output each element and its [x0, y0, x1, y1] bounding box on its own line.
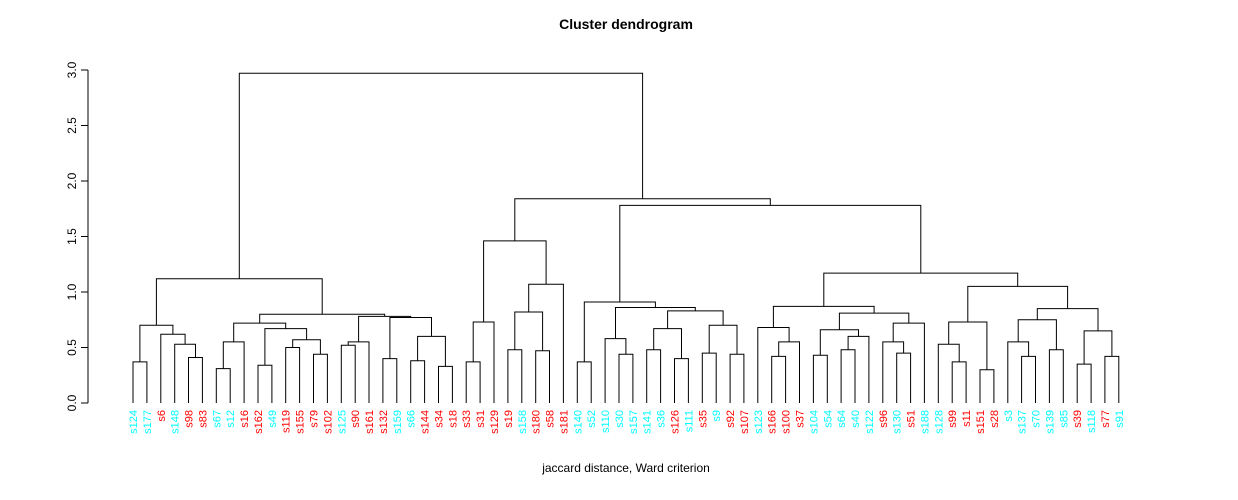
leaf-label: s118 — [1086, 410, 1098, 433]
leaf-label: s124 — [128, 410, 140, 434]
leaf-label: s181 — [558, 410, 570, 434]
leaf-label: s98 — [184, 410, 196, 428]
leaf-label: s51 — [906, 410, 918, 428]
leaf-label: s155 — [295, 410, 307, 434]
leaf-label: s159 — [392, 410, 404, 434]
leaf-label: s157 — [628, 410, 640, 434]
leaf-label: s141 — [642, 410, 654, 434]
leaf-label: s66 — [406, 410, 418, 428]
leaf-label: s70 — [1031, 410, 1043, 428]
leaf-label: s100 — [781, 410, 793, 434]
leaf-label: s126 — [670, 410, 682, 434]
leaf-label: s151 — [975, 410, 987, 434]
leaf-label: s144 — [420, 410, 432, 434]
leaf-label: s36 — [656, 410, 668, 428]
leaf-label: s130 — [892, 410, 904, 434]
leaf-label: s123 — [753, 410, 765, 434]
leaf-label: s122 — [864, 410, 876, 434]
leaf-label: s34 — [433, 410, 445, 428]
leaf-label: s85 — [1058, 410, 1070, 428]
y-tick-label: 1.5 — [65, 228, 79, 245]
leaf-label: s90 — [350, 410, 362, 428]
leaf-label: s166 — [767, 410, 779, 434]
leaf-label: s11 — [961, 410, 973, 427]
leaf-label: s30 — [614, 410, 626, 428]
leaf-label: s3 — [1003, 410, 1015, 422]
leaf-label: s28 — [989, 410, 1001, 428]
y-tick-label: 2.5 — [65, 117, 79, 134]
leaf-label: s35 — [697, 410, 709, 428]
leaf-label: s6 — [156, 410, 168, 422]
leaf-label: s9 — [711, 410, 723, 422]
leaf-label: s161 — [364, 410, 376, 434]
leaf-label: s12 — [225, 410, 237, 428]
leaf-label: s119 — [281, 410, 293, 433]
leaf-label: s177 — [142, 410, 154, 434]
leaf-label: s33 — [461, 410, 473, 428]
leaf-label: s92 — [725, 410, 737, 428]
leaf-label: s137 — [1017, 410, 1029, 434]
leaf-label: s128 — [933, 410, 945, 434]
dendrogram-lines — [132, 72, 1120, 403]
leaf-label: s102 — [322, 410, 334, 434]
y-tick-label: 0.0 — [65, 394, 79, 411]
leaf-label: s140 — [572, 410, 584, 434]
leaf-label: s158 — [517, 410, 529, 434]
leaf-label: s64 — [836, 410, 848, 428]
x-axis-label: jaccard distance, Ward criterion — [542, 461, 710, 475]
leaf-label: s19 — [503, 410, 515, 428]
leaf-label: s31 — [475, 410, 487, 428]
leaf-label: s104 — [808, 410, 820, 434]
y-tick-label: 1.0 — [65, 283, 79, 300]
leaf-label: s58 — [545, 410, 557, 428]
leaf-label: s111 — [683, 410, 695, 432]
y-tick-label: 0.5 — [65, 339, 79, 356]
y-tick-label: 2.0 — [65, 172, 79, 189]
leaf-label: s107 — [739, 410, 751, 434]
leaf-label: s148 — [170, 410, 182, 434]
leaf-label: s110 — [600, 410, 612, 433]
leaf-label: s52 — [586, 410, 598, 428]
leaf-label: s99 — [947, 410, 959, 428]
leaf-label: s40 — [850, 410, 862, 428]
leaf-label: s18 — [447, 410, 459, 428]
leaf-label: s79 — [309, 410, 321, 428]
leaf-label: s16 — [239, 410, 251, 428]
leaf-label: s77 — [1100, 410, 1112, 428]
y-tick-label: 3.0 — [65, 61, 79, 78]
leaf-label: s91 — [1114, 410, 1126, 428]
leaf-label: s162 — [253, 410, 265, 434]
leaf-label: s125 — [336, 410, 348, 434]
leaf-label: s180 — [531, 410, 543, 434]
leaf-label: s49 — [267, 410, 279, 428]
leaf-label: s39 — [1072, 410, 1084, 428]
leaf-label: s129 — [489, 410, 501, 434]
leaf-label: s67 — [211, 410, 223, 428]
leaf-label: s188 — [919, 410, 931, 434]
leaf-label: s139 — [1044, 410, 1056, 434]
leaf-label: s37 — [794, 410, 806, 428]
leaf-label: s54 — [822, 410, 834, 428]
leaf-label: s132 — [378, 410, 390, 434]
leaf-label: s83 — [197, 410, 209, 428]
leaf-label: s96 — [878, 410, 890, 428]
chart-title: Cluster dendrogram — [559, 16, 693, 32]
